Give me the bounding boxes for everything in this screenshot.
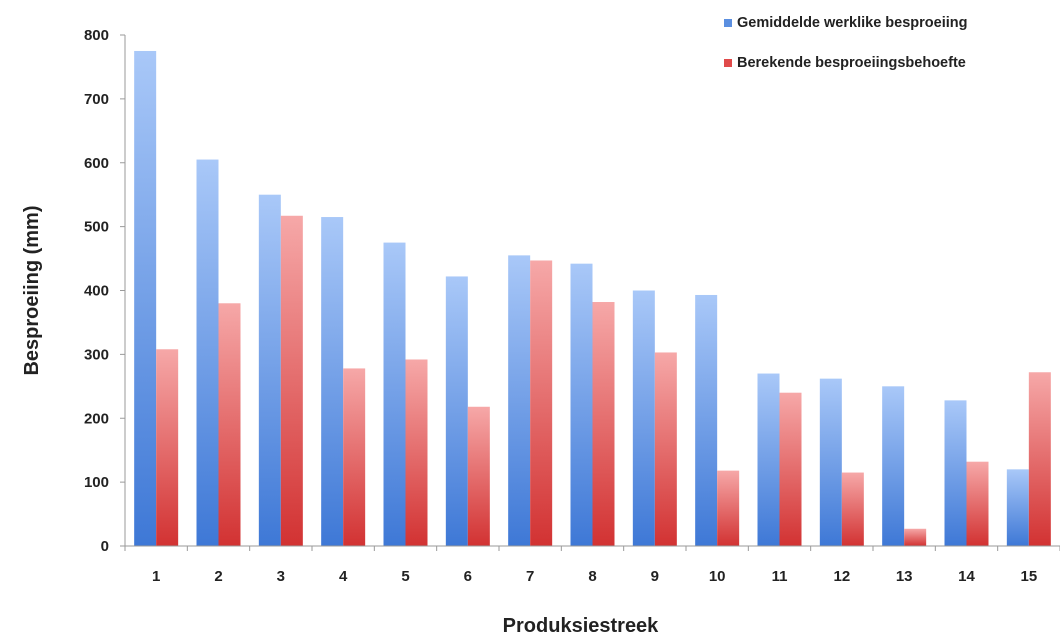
x-tick-label: 2 [214,568,222,585]
x-tick-label: 1 [152,568,160,585]
x-tick-label: 3 [277,568,285,585]
bars-layer [134,50,1051,547]
bar-series1-2 [196,159,219,546]
bar-series2-1 [156,349,179,546]
x-tick-label: 15 [1020,568,1037,585]
y-tick-label: 500 [84,219,109,236]
legend-swatch-series1 [724,19,732,27]
y-tick-label: 300 [84,346,109,363]
bar-series1-7 [508,255,531,546]
bar-series1-1 [134,50,157,546]
legend-label-series1: Gemiddelde werklike besproeiing [737,15,967,31]
x-tick-label: 8 [588,568,596,585]
bar-series1-12 [819,378,842,546]
bar-series1-3 [258,194,281,546]
x-axis-title: Produksiestreek [503,615,660,637]
bar-series2-2 [218,303,241,546]
legend-label-series2: Berekende besproeiingsbehoefte [737,55,966,71]
y-tick-label: 700 [84,91,109,108]
x-tick-label: 5 [401,568,409,585]
bar-series1-13 [882,386,905,546]
bar-series2-7 [530,260,553,546]
bar-series2-8 [592,301,615,546]
bar-series1-11 [757,373,780,546]
axes-layer [120,34,1060,551]
y-tick-label: 400 [84,283,109,300]
bar-series1-14 [944,400,967,546]
y-tick-label: 200 [84,410,109,427]
x-tick-label: 9 [651,568,659,585]
y-tick-label: 100 [84,474,109,491]
bar-series2-4 [343,368,366,546]
bar-series1-8 [570,263,593,546]
bar-series2-5 [405,359,428,546]
bar-series2-10 [717,470,740,546]
y-axis-title: Besproeiing (mm) [21,205,43,375]
bar-series2-11 [779,392,802,546]
x-tick-label: 12 [833,568,850,585]
bar-series1-6 [445,276,468,546]
x-tick-label: 10 [709,568,726,585]
x-tick-label: 7 [526,568,534,585]
bar-series1-9 [632,290,655,546]
y-tick-label: 600 [84,155,109,172]
bar-series1-10 [695,294,718,546]
bar-series2-9 [654,352,677,546]
x-tick-label: 13 [896,568,913,585]
x-tick-label: 11 [772,568,788,585]
bar-series2-13 [904,528,927,546]
y-tick-label: 0 [101,538,109,555]
bar-series1-5 [383,242,406,546]
x-tick-label: 6 [464,568,472,585]
x-tick-label: 14 [958,568,975,585]
bar-series2-6 [467,406,490,546]
bar-series1-15 [1006,469,1029,546]
bar-series2-3 [280,215,303,547]
y-tick-label: 800 [84,27,109,44]
legend-swatch-series2 [724,59,732,67]
x-tick-label: 4 [339,568,348,585]
bar-series1-4 [321,217,344,546]
bar-series2-12 [841,472,864,546]
bar-series2-15 [1028,372,1051,546]
bar-series2-14 [966,461,989,546]
legend: Gemiddelde werklike besproeiing Berekende… [724,15,967,71]
